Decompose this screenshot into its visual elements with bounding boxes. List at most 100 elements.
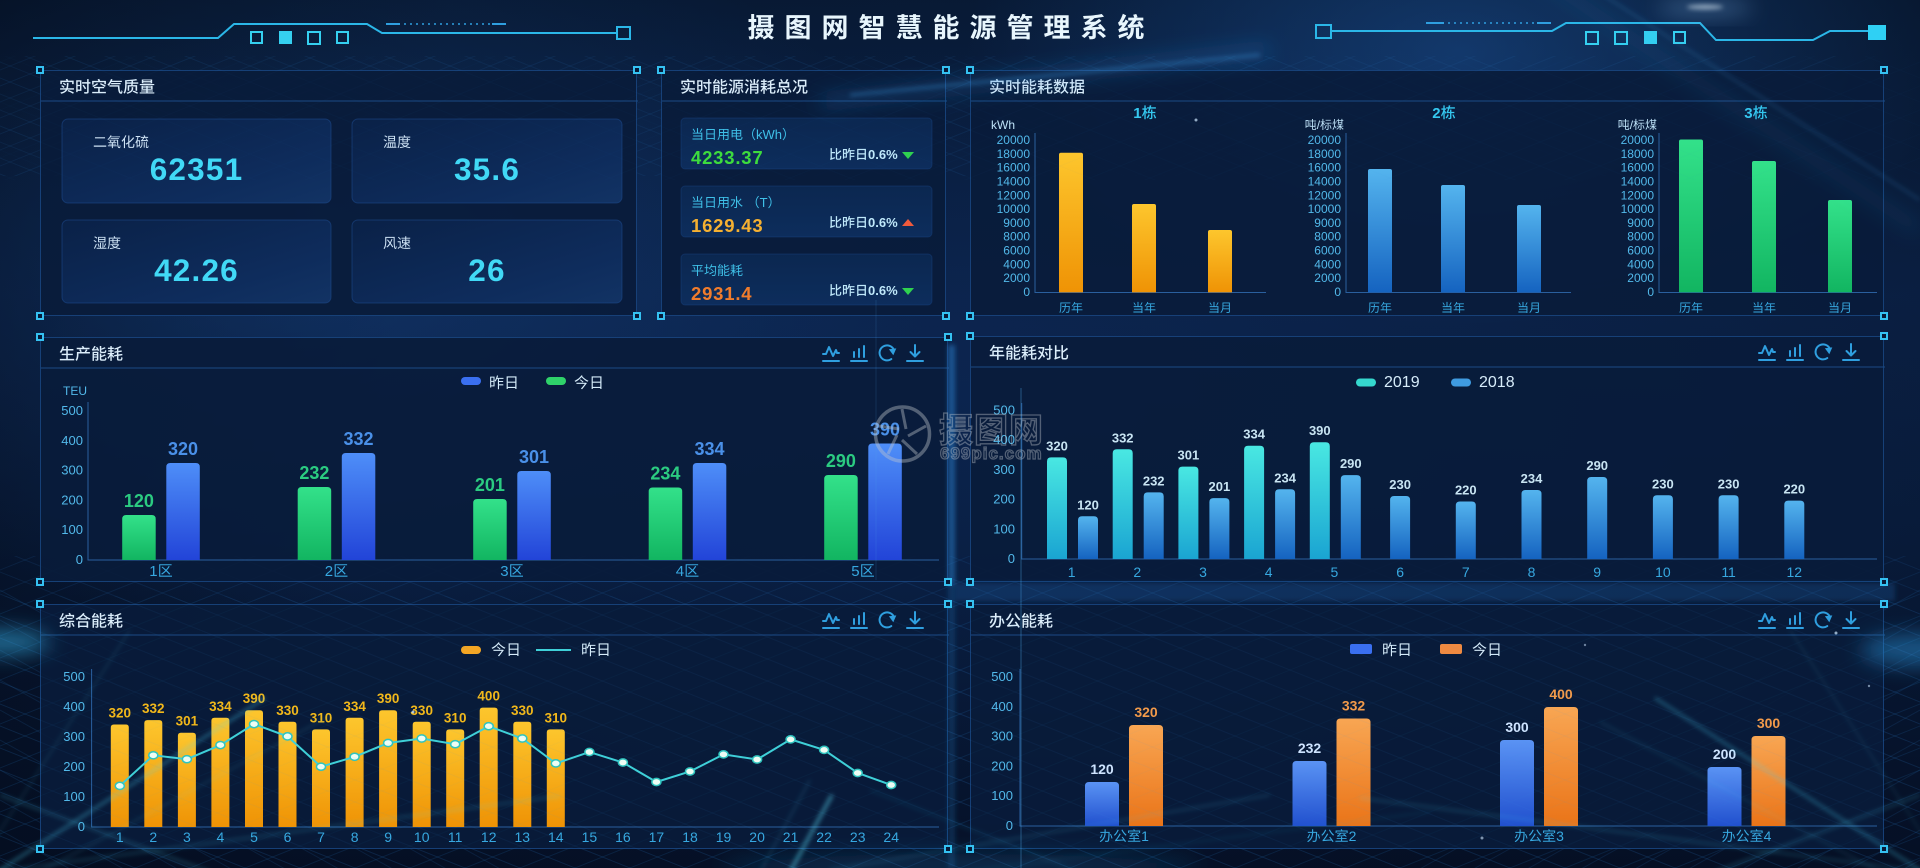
svg-text:11: 11 <box>1721 564 1736 580</box>
svg-text:300: 300 <box>61 463 83 478</box>
svg-text:3: 3 <box>183 829 191 845</box>
svg-text:18000: 18000 <box>997 147 1031 161</box>
svg-text:16000: 16000 <box>1308 161 1342 175</box>
svg-text:100: 100 <box>993 521 1015 536</box>
svg-text:6000: 6000 <box>1314 244 1341 258</box>
svg-text:4000: 4000 <box>1627 257 1654 271</box>
svg-text:42.26: 42.26 <box>154 252 239 288</box>
svg-text:16000: 16000 <box>1621 161 1655 175</box>
svg-text:220: 220 <box>1783 482 1805 497</box>
svg-text:201: 201 <box>475 475 505 495</box>
svg-text:2000: 2000 <box>1314 271 1341 285</box>
svg-text:2000: 2000 <box>1003 271 1030 285</box>
svg-text:1: 1 <box>1068 564 1076 580</box>
svg-text:230: 230 <box>1652 476 1674 491</box>
svg-text:18000: 18000 <box>1308 147 1342 161</box>
svg-text:15: 15 <box>582 829 598 845</box>
svg-text:5: 5 <box>851 563 859 580</box>
svg-text:16000: 16000 <box>997 161 1031 175</box>
svg-text:0: 0 <box>78 819 85 834</box>
svg-text:334: 334 <box>1243 427 1265 442</box>
svg-text:332: 332 <box>1342 698 1366 714</box>
svg-text:320: 320 <box>109 706 132 721</box>
svg-text:120: 120 <box>1090 761 1114 777</box>
svg-text:20000: 20000 <box>997 133 1031 147</box>
svg-text:0: 0 <box>1008 551 1015 566</box>
svg-text:290: 290 <box>826 451 856 471</box>
svg-text:500: 500 <box>63 669 85 684</box>
svg-text:/: / <box>1317 118 1321 132</box>
svg-text:0.6%: 0.6% <box>868 215 898 230</box>
svg-text:9000: 9000 <box>1627 216 1654 230</box>
svg-text:14000: 14000 <box>1308 175 1342 189</box>
svg-text:8000: 8000 <box>1003 230 1030 244</box>
svg-text:301: 301 <box>519 447 549 467</box>
svg-text:310: 310 <box>444 710 467 725</box>
svg-text:8000: 8000 <box>1314 230 1341 244</box>
svg-text:232: 232 <box>1298 740 1322 756</box>
svg-text:330: 330 <box>511 703 534 718</box>
svg-text:120: 120 <box>124 491 154 511</box>
svg-text:400: 400 <box>63 699 85 714</box>
svg-text:301: 301 <box>1178 448 1200 463</box>
svg-text:4: 4 <box>1764 828 1772 844</box>
svg-text:9: 9 <box>1593 564 1601 580</box>
svg-text:10: 10 <box>1655 564 1671 580</box>
svg-text:3: 3 <box>500 563 508 580</box>
svg-text:10: 10 <box>414 829 430 845</box>
svg-text:1: 1 <box>1133 105 1141 122</box>
svg-text:2: 2 <box>1432 105 1440 122</box>
svg-text:390: 390 <box>377 691 400 706</box>
svg-text:8000: 8000 <box>1627 230 1654 244</box>
svg-text:0: 0 <box>1334 285 1341 299</box>
svg-text:120: 120 <box>1077 497 1099 512</box>
svg-text:0.6%: 0.6% <box>868 283 898 298</box>
svg-text:7: 7 <box>317 829 325 845</box>
svg-text:234: 234 <box>650 464 680 484</box>
svg-text:T: T <box>760 195 768 210</box>
svg-text:334: 334 <box>694 439 724 459</box>
svg-text:4: 4 <box>217 829 225 845</box>
svg-text:400: 400 <box>1549 686 1573 702</box>
svg-text:10000: 10000 <box>1308 202 1342 216</box>
svg-text:200: 200 <box>63 759 85 774</box>
svg-text:334: 334 <box>343 699 366 714</box>
svg-text:9000: 9000 <box>1314 216 1341 230</box>
svg-text:320: 320 <box>168 439 198 459</box>
svg-text:300: 300 <box>63 729 85 744</box>
svg-text:200: 200 <box>1713 746 1737 762</box>
svg-text:400: 400 <box>477 689 500 704</box>
svg-text:400: 400 <box>993 432 1015 447</box>
svg-text:12: 12 <box>1787 564 1803 580</box>
svg-text:18: 18 <box>682 829 698 845</box>
svg-text:5: 5 <box>250 829 258 845</box>
svg-text:334: 334 <box>209 699 232 714</box>
svg-text:290: 290 <box>1586 458 1608 473</box>
svg-text:2: 2 <box>149 829 157 845</box>
svg-text:2018: 2018 <box>1479 374 1515 391</box>
svg-text:4000: 4000 <box>1003 257 1030 271</box>
svg-text:7: 7 <box>1462 564 1470 580</box>
svg-text:232: 232 <box>1143 473 1165 488</box>
svg-text:0: 0 <box>1006 818 1013 833</box>
svg-text:6000: 6000 <box>1003 244 1030 258</box>
svg-text:17: 17 <box>649 829 665 845</box>
svg-text:22: 22 <box>816 829 832 845</box>
svg-text:11: 11 <box>448 829 463 845</box>
svg-text:8: 8 <box>1528 564 1536 580</box>
svg-text:201: 201 <box>1209 479 1231 494</box>
svg-text:332: 332 <box>1112 430 1134 445</box>
svg-text:301: 301 <box>176 714 199 729</box>
svg-text:35.6: 35.6 <box>454 151 520 187</box>
svg-text:0: 0 <box>1023 285 1030 299</box>
svg-text:3: 3 <box>1199 564 1207 580</box>
svg-text:1: 1 <box>149 563 157 580</box>
svg-text:26: 26 <box>468 252 505 288</box>
svg-text:8: 8 <box>351 829 359 845</box>
svg-text:200: 200 <box>991 758 1013 773</box>
svg-text:kWh: kWh <box>756 127 782 142</box>
svg-text:4: 4 <box>1265 564 1273 580</box>
svg-text:TEU: TEU <box>63 384 87 398</box>
svg-text:100: 100 <box>63 789 85 804</box>
svg-text:300: 300 <box>993 462 1015 477</box>
